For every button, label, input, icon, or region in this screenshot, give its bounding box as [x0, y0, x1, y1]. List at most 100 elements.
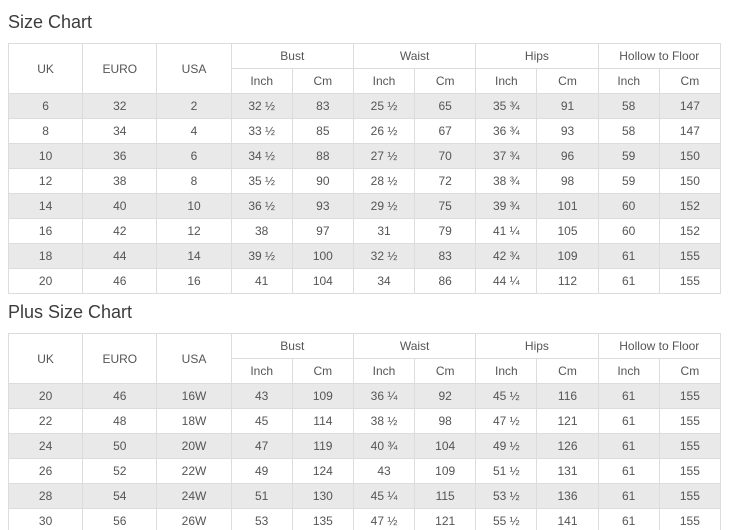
- cell: 46: [82, 383, 158, 409]
- header-sub-row: Inch Cm Inch Cm Inch Cm Inch Cm: [9, 68, 722, 94]
- cell: 61: [597, 483, 660, 509]
- cell: 147: [658, 93, 722, 119]
- table-row: 10 36 6 34 ½ 88 27 ½ 70 37 ¾ 96 59 150: [7, 143, 722, 169]
- cell: 33 ½: [230, 118, 293, 144]
- cell: 34 ½: [230, 143, 293, 169]
- column-header: EURO: [82, 43, 158, 94]
- cell: 39 ¾: [475, 193, 538, 219]
- cell: 75: [414, 193, 477, 219]
- cell: 83: [414, 243, 477, 269]
- unit-header: Cm: [536, 358, 599, 384]
- table-row: 20 46 16 41 104 34 86 44 ¼ 112 61 155: [7, 268, 722, 294]
- unit-header: Inch: [230, 358, 293, 384]
- cell: 20W: [156, 433, 232, 459]
- cell: 36 ½: [230, 193, 293, 219]
- unit-header: Inch: [352, 358, 416, 384]
- cell: 10: [156, 193, 232, 219]
- column-header: UK: [7, 43, 84, 94]
- cell: 155: [658, 408, 722, 434]
- cell: 54: [82, 483, 158, 509]
- cell: 52: [82, 458, 158, 484]
- size-chart-table: UK EURO USA Bust Waist Hips Hollow to Floor Inc…: [7, 43, 722, 294]
- cell: 155: [658, 383, 722, 409]
- column-header: UK: [7, 333, 84, 384]
- table-row: 16 42 12 38 97 31 79 41 ¼ 105 60 152: [7, 218, 722, 244]
- cell: 91: [536, 93, 599, 119]
- table-row: 22 48 18W 45 114 38 ½ 98 47 ½ 121 61 155: [7, 408, 722, 434]
- cell: 29 ½: [352, 193, 416, 219]
- cell: 131: [536, 458, 599, 484]
- column-header: Hips: [475, 43, 599, 69]
- cell: 45 ½: [475, 383, 538, 409]
- cell: 98: [414, 408, 477, 434]
- cell: 61: [597, 243, 660, 269]
- column-header: Bust: [230, 333, 354, 359]
- cell: 41 ¼: [475, 218, 538, 244]
- cell: 61: [597, 458, 660, 484]
- cell: 4: [156, 118, 232, 144]
- cell: 147: [658, 118, 722, 144]
- cell: 150: [658, 168, 722, 194]
- cell: 12: [7, 168, 84, 194]
- cell: 70: [414, 143, 477, 169]
- cell: 130: [291, 483, 354, 509]
- cell: 24: [7, 433, 84, 459]
- cell: 26 ½: [352, 118, 416, 144]
- cell: 152: [658, 218, 722, 244]
- cell: 61: [597, 383, 660, 409]
- unit-header: Cm: [658, 68, 722, 94]
- cell: 67: [414, 118, 477, 144]
- cell: 46: [82, 268, 158, 294]
- cell: 47 ½: [352, 508, 416, 530]
- cell: 53: [230, 508, 293, 530]
- cell: 155: [658, 433, 722, 459]
- cell: 44: [82, 243, 158, 269]
- cell: 109: [536, 243, 599, 269]
- unit-header: Cm: [536, 68, 599, 94]
- cell: 36 ¼: [352, 383, 416, 409]
- table-row: 30 56 26W 53 135 47 ½ 121 55 ½ 141 61 155: [7, 508, 722, 530]
- cell: 121: [536, 408, 599, 434]
- cell: 101: [536, 193, 599, 219]
- table-row: 14 40 10 36 ½ 93 29 ½ 75 39 ¾ 101 60 152: [7, 193, 722, 219]
- cell: 26: [7, 458, 84, 484]
- cell: 61: [597, 268, 660, 294]
- cell: 150: [658, 143, 722, 169]
- cell: 58: [597, 93, 660, 119]
- cell: 27 ½: [352, 143, 416, 169]
- cell: 16: [7, 218, 84, 244]
- cell: 40 ¾: [352, 433, 416, 459]
- header-group-row: UK EURO USA Bust Waist Hips Hollow to Floor: [7, 43, 722, 94]
- cell: 155: [658, 268, 722, 294]
- table-row: 18 44 14 39 ½ 100 32 ½ 83 42 ¾ 109 61 155: [7, 243, 722, 269]
- cell: 30: [7, 508, 84, 530]
- unit-header: Inch: [475, 68, 538, 94]
- cell: 6: [156, 143, 232, 169]
- column-header: EURO: [82, 333, 158, 384]
- unit-header: Inch: [597, 68, 660, 94]
- cell: 126: [536, 433, 599, 459]
- cell: 8: [156, 168, 232, 194]
- cell: 10: [7, 143, 84, 169]
- cell: 22W: [156, 458, 232, 484]
- cell: 49 ½: [475, 433, 538, 459]
- cell: 14: [156, 243, 232, 269]
- unit-header: Cm: [414, 358, 477, 384]
- table-row: 26 52 22W 49 124 43 109 51 ½ 131 61 155: [7, 458, 722, 484]
- cell: 28: [7, 483, 84, 509]
- cell: 55 ½: [475, 508, 538, 530]
- cell: 37 ¾: [475, 143, 538, 169]
- cell: 53 ½: [475, 483, 538, 509]
- cell: 121: [414, 508, 477, 530]
- cell: 136: [536, 483, 599, 509]
- cell: 18W: [156, 408, 232, 434]
- unit-header: Inch: [597, 358, 660, 384]
- cell: 155: [658, 458, 722, 484]
- cell: 40: [82, 193, 158, 219]
- cell: 12: [156, 218, 232, 244]
- cell: 51 ½: [475, 458, 538, 484]
- cell: 38: [82, 168, 158, 194]
- cell: 116: [536, 383, 599, 409]
- cell: 155: [658, 483, 722, 509]
